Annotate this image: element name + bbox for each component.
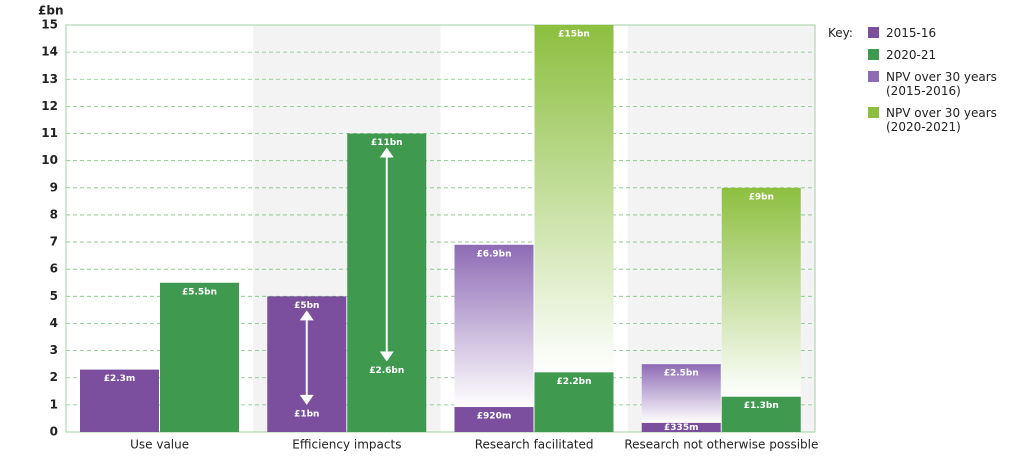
arrow-head (379, 147, 394, 158)
value-label: £15bn (558, 30, 590, 40)
bar (80, 369, 159, 432)
legend-label: 2015-16 (886, 26, 937, 40)
y-tick-label: 10 (41, 153, 58, 167)
legend-item: 2015-16 (868, 26, 1016, 40)
y-tick-label: 12 (41, 99, 58, 113)
legend-swatch (868, 71, 879, 82)
y-tick-label: 11 (41, 126, 58, 140)
y-tick-label: 13 (41, 72, 58, 86)
npv-bar (534, 25, 614, 373)
value-label: £2.5bn (664, 369, 699, 379)
npv-bar (641, 364, 721, 423)
value-label: £5bn (294, 301, 319, 311)
chart: £bn 0123456789101112131415£6.9bn£2.5bn£1… (38, 4, 818, 452)
value-label: £2.3m (104, 374, 136, 384)
x-tick-label: Efficiency impacts (292, 438, 401, 452)
y-tick-label: 7 (50, 235, 58, 249)
legend-swatch (868, 107, 879, 118)
npv-bar (454, 244, 534, 408)
arrow-head (299, 394, 314, 405)
bar (641, 422, 721, 432)
y-axis-label: £bn (38, 4, 63, 18)
legend-item: NPV over 30 years (2015-2016) (868, 70, 1016, 98)
y-tick-label: 2 (50, 370, 58, 384)
bar (160, 282, 239, 432)
legend-label: NPV over 30 years (2020-2021) (886, 106, 997, 134)
npv-bar (721, 187, 801, 397)
x-tick-label: Research facilitated (475, 438, 594, 452)
value-label: £5.5bn (182, 287, 217, 297)
legend-item: 2020-21 (868, 48, 1016, 62)
bar (454, 407, 534, 432)
y-tick-label: 1 (50, 397, 58, 411)
y-tick-label: 0 (50, 425, 58, 439)
value-label: £11bn (371, 138, 403, 148)
y-tick-label: 15 (41, 18, 58, 32)
y-tick-label: 9 (50, 180, 58, 194)
value-label: £1.3bn (744, 401, 779, 411)
y-tick-label: 14 (41, 45, 58, 59)
value-label: £2.2bn (556, 377, 591, 387)
x-tick-label: Use value (130, 438, 189, 452)
arrow-head (379, 351, 394, 362)
plot-border (65, 24, 816, 433)
x-tick-label: Research not otherwise possible (624, 438, 818, 452)
legend-label: 2020-21 (886, 48, 937, 62)
y-tick-label: 6 (50, 262, 58, 276)
arrow-head (299, 310, 314, 321)
legend-swatch (868, 49, 879, 60)
value-label: £2.6bn (369, 366, 404, 376)
value-label: £335m (664, 423, 698, 433)
legend-item: NPV over 30 years (2020-2021) (868, 106, 1016, 134)
legend-title: Key: (828, 26, 853, 40)
value-label: £9bn (749, 192, 774, 202)
legend-swatch (868, 27, 879, 38)
legend-label: NPV over 30 years (2015-2016) (886, 70, 997, 98)
bar (534, 372, 614, 432)
y-tick-label: 3 (50, 343, 58, 357)
y-tick-label: 5 (50, 289, 58, 303)
y-tick-label: 8 (50, 207, 58, 221)
value-label: £1bn (294, 409, 319, 419)
y-tick-label: 4 (50, 316, 58, 330)
bar (721, 396, 801, 432)
value-label: £920m (477, 412, 511, 422)
value-label: £6.9bn (476, 249, 511, 259)
